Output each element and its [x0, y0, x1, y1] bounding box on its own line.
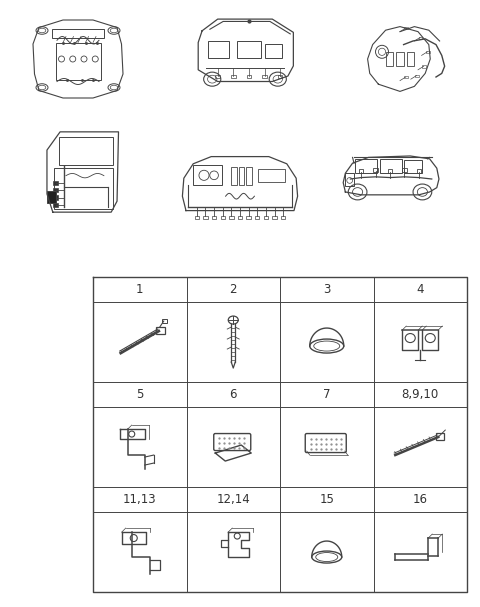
Bar [396, 52, 404, 66]
Bar [246, 168, 252, 185]
Bar [278, 75, 282, 78]
Text: 15: 15 [319, 493, 334, 506]
Bar [402, 168, 407, 172]
Bar [221, 215, 225, 219]
Bar [54, 168, 113, 208]
Text: 2: 2 [229, 283, 237, 296]
Bar [262, 75, 267, 78]
Text: 7: 7 [323, 388, 331, 401]
Bar [426, 51, 430, 53]
Text: 3: 3 [323, 283, 330, 296]
Bar [238, 215, 242, 219]
Bar [264, 215, 268, 219]
Bar [156, 327, 165, 334]
Bar [385, 52, 393, 66]
Bar [264, 44, 282, 58]
Bar [53, 181, 58, 185]
Bar [53, 195, 58, 200]
Bar [207, 41, 229, 58]
Bar [53, 188, 58, 192]
Bar [247, 215, 251, 219]
Bar [229, 215, 233, 219]
Bar [359, 169, 363, 172]
Bar [281, 215, 285, 219]
Bar [346, 173, 354, 186]
Bar [436, 433, 444, 440]
Bar [419, 36, 422, 39]
Bar [216, 75, 220, 78]
Bar [247, 75, 251, 78]
Bar [53, 203, 58, 207]
Bar [52, 29, 104, 38]
Bar [204, 215, 207, 219]
Bar [239, 168, 244, 185]
Bar [47, 191, 56, 203]
Bar [355, 159, 377, 173]
Bar [195, 215, 199, 219]
Bar [417, 169, 421, 172]
Bar [258, 169, 285, 182]
Bar [272, 215, 276, 219]
Bar [422, 66, 426, 67]
Bar [255, 215, 259, 219]
Text: 4: 4 [417, 283, 424, 296]
Bar [193, 165, 222, 185]
Bar [59, 137, 113, 164]
Bar [404, 76, 408, 78]
Bar [212, 215, 216, 219]
Bar [231, 75, 236, 78]
Bar [373, 168, 378, 172]
Text: 11,13: 11,13 [123, 493, 156, 506]
Bar [380, 159, 401, 173]
Bar [162, 319, 167, 323]
Bar [231, 168, 237, 185]
Text: 6: 6 [229, 388, 237, 401]
Bar [407, 52, 414, 66]
Text: 8,9,10: 8,9,10 [402, 388, 439, 401]
Bar [237, 41, 261, 58]
Text: 1: 1 [136, 283, 144, 296]
Bar [56, 42, 100, 80]
Bar [404, 27, 408, 30]
Bar [404, 160, 422, 173]
Text: 5: 5 [136, 388, 144, 401]
Bar [415, 75, 419, 77]
Text: 16: 16 [413, 493, 428, 506]
Text: 12,14: 12,14 [216, 493, 250, 506]
Bar [388, 169, 392, 172]
